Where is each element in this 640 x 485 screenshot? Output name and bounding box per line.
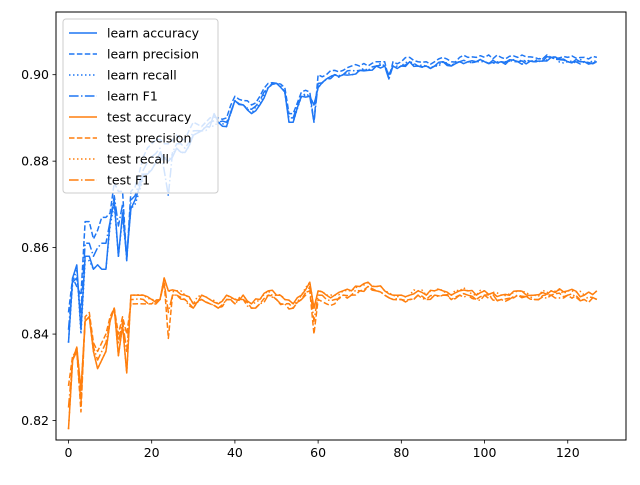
- y-tick-label: 0.88: [21, 154, 49, 169]
- legend: learn accuracy learn precision learn recal…: [62, 18, 219, 194]
- legend-label: learn F1: [107, 89, 158, 104]
- legend-label: test precision: [107, 131, 191, 146]
- x-tick-label: 100: [473, 445, 497, 460]
- legend-label: test accuracy: [107, 110, 192, 125]
- y-tick-label: 0.90: [21, 67, 49, 82]
- legend-label: learn recall: [107, 68, 177, 83]
- y-tick-label: 0.84: [21, 327, 49, 342]
- x-tick-label: 60: [310, 445, 326, 460]
- x-tick-label: 20: [144, 445, 160, 460]
- legend-label: learn accuracy: [107, 26, 200, 41]
- series-line-test-f1: [67, 281, 598, 408]
- x-tick-label: 120: [556, 445, 580, 460]
- x-tick-label: 40: [227, 445, 243, 460]
- legend-label: test recall: [107, 152, 169, 167]
- legend-label: learn precision: [107, 47, 199, 62]
- series-line-test-accuracy: [67, 277, 598, 430]
- legend-label: test F1: [107, 173, 150, 188]
- plot-area-frame: [55, 11, 627, 441]
- legend-box: [62, 18, 219, 194]
- x-tick-label: 80: [393, 445, 409, 460]
- series-line-learn-precision: [67, 54, 598, 313]
- series-line-test-recall: [67, 277, 598, 430]
- x-tick-label: 0: [65, 445, 73, 460]
- y-tick-label: 0.82: [21, 413, 49, 428]
- axis-layer: 0 20 40 60 80 100 120 0.82 0.84 0.86 0.88 0.90: [21, 67, 580, 460]
- y-tick-label: 0.86: [21, 240, 49, 255]
